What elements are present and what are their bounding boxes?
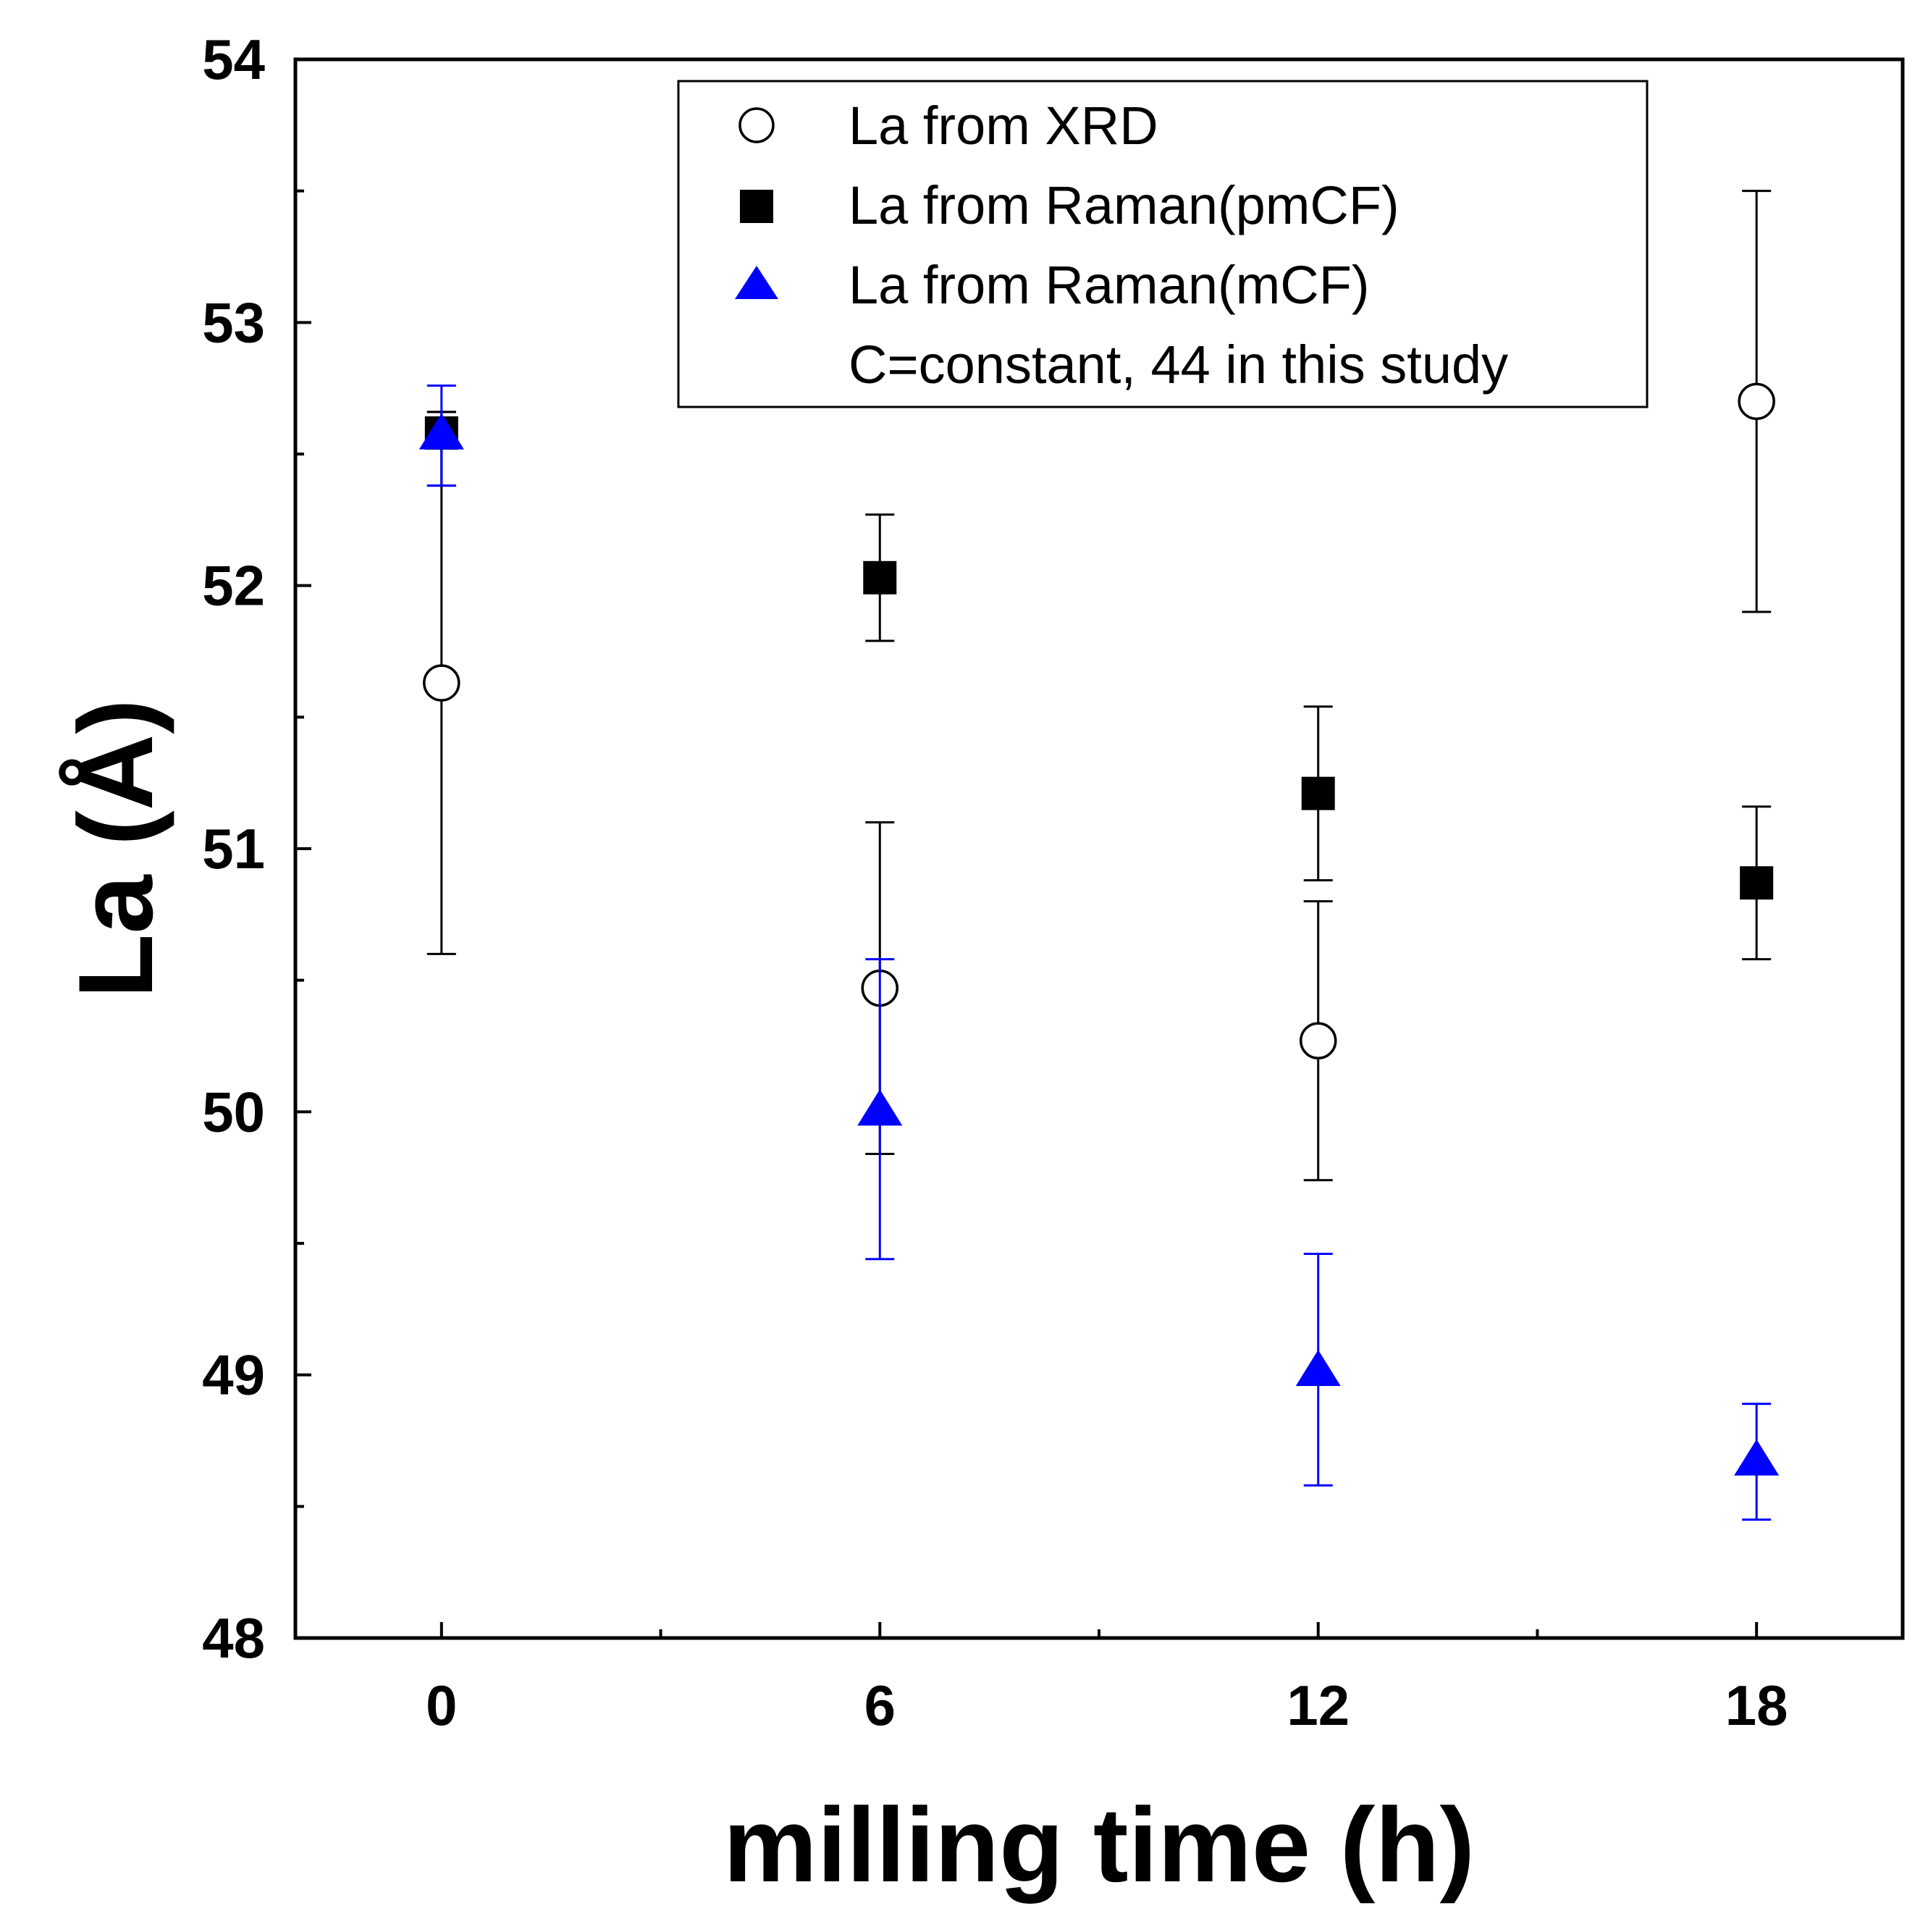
data-point — [418, 413, 464, 450]
legend-label-raman-mcf: La from Raman(mCF) — [849, 255, 1370, 315]
series-raman-mcf — [418, 385, 1780, 1521]
y-axis-ticks — [295, 58, 311, 1639]
legend-box — [677, 80, 1649, 408]
x-tick-label: 0 — [426, 1673, 457, 1737]
y-axis-title: La (Å) — [56, 699, 174, 999]
data-point — [423, 664, 460, 702]
legend-marker-xrd — [738, 107, 775, 143]
data-point — [1301, 776, 1335, 810]
y-tick-label: 48 — [202, 1606, 265, 1670]
x-axis-tick-labels: 0 6 12 18 — [426, 1673, 1788, 1737]
y-tick-label: 50 — [202, 1080, 265, 1143]
series-raman-pmcf — [424, 411, 1774, 961]
x-axis-ticks — [439, 1622, 1759, 1638]
legend-note: C=constant, 44 in this study — [849, 335, 1508, 395]
legend: La from XRD La from Raman(pmCF) La from … — [677, 80, 1649, 408]
y-tick-label: 54 — [202, 28, 265, 91]
data-series — [418, 190, 1780, 1521]
data-point — [1299, 1022, 1337, 1059]
data-point — [1738, 382, 1775, 421]
x-tick-label: 18 — [1725, 1673, 1788, 1737]
x-tick-label: 12 — [1287, 1673, 1350, 1737]
x-tick-label: 6 — [864, 1673, 896, 1737]
y-tick-label: 53 — [202, 290, 265, 354]
y-tick-label: 52 — [202, 554, 265, 618]
data-point — [1740, 866, 1774, 900]
legend-label-raman-pmcf: La from Raman(pmCF) — [849, 175, 1399, 235]
data-point — [1295, 1350, 1341, 1387]
data-point — [863, 560, 897, 595]
legend-marker-raman-pmcf — [740, 190, 773, 223]
legend-label-xrd: La from XRD — [849, 96, 1158, 156]
y-tick-label: 49 — [202, 1343, 265, 1407]
data-point — [857, 1089, 903, 1126]
y-axis-tick-labels: 48 49 50 51 52 53 54 — [202, 28, 265, 1670]
y-tick-label: 51 — [202, 817, 265, 881]
legend-marker-raman-mcf — [735, 266, 778, 299]
x-axis-title: milling time (h) — [723, 1786, 1475, 1904]
data-point — [1734, 1439, 1780, 1476]
